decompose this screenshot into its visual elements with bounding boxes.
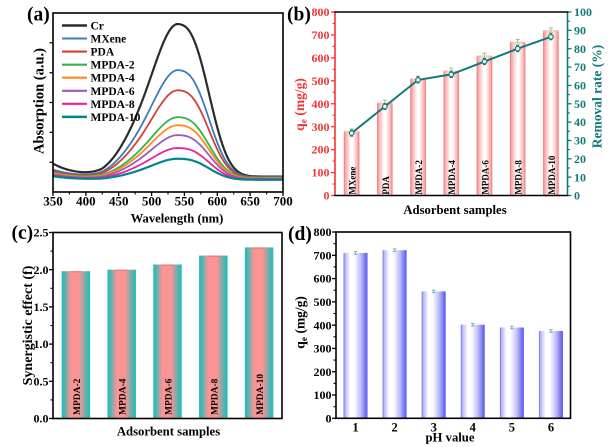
- svg-text:PDA: PDA: [91, 47, 115, 59]
- svg-text:5: 5: [509, 421, 515, 435]
- svg-text:(a): (a): [27, 5, 50, 26]
- svg-text:600: 600: [314, 272, 332, 286]
- svg-text:qe (mg/g): qe (mg/g): [293, 296, 311, 349]
- svg-text:400: 400: [314, 318, 332, 332]
- svg-text:0.5: 0.5: [34, 374, 49, 388]
- svg-text:100: 100: [312, 166, 330, 180]
- svg-text:Adsorbent samples: Adsorbent samples: [403, 203, 506, 217]
- svg-text:450: 450: [109, 193, 129, 208]
- svg-text:Cr: Cr: [91, 21, 104, 33]
- svg-text:650: 650: [240, 193, 260, 208]
- svg-text:40: 40: [574, 115, 586, 129]
- svg-text:400: 400: [312, 97, 330, 111]
- svg-text:MPDA-8: MPDA-8: [210, 378, 220, 415]
- svg-text:Synergistic effect (f): Synergistic effect (f): [21, 265, 36, 385]
- svg-text:2.0: 2.0: [34, 263, 49, 277]
- svg-text:300: 300: [312, 120, 330, 134]
- svg-text:30: 30: [574, 134, 586, 148]
- svg-text:10: 10: [574, 170, 586, 184]
- svg-text:MPDA-8: MPDA-8: [514, 160, 524, 195]
- svg-text:MPDA-10: MPDA-10: [256, 374, 266, 415]
- svg-text:2.5: 2.5: [34, 226, 49, 240]
- svg-text:MXene: MXene: [91, 34, 127, 46]
- svg-text:2: 2: [391, 421, 397, 435]
- svg-text:400: 400: [76, 193, 96, 208]
- svg-text:90: 90: [574, 23, 586, 37]
- svg-text:(c): (c): [12, 223, 34, 244]
- svg-text:800: 800: [312, 5, 330, 19]
- svg-text:80: 80: [574, 42, 586, 56]
- svg-text:100: 100: [574, 5, 592, 19]
- svg-text:MPDA-4: MPDA-4: [119, 378, 129, 415]
- svg-text:0.0: 0.0: [34, 412, 49, 426]
- svg-text:20: 20: [574, 152, 586, 166]
- svg-text:MPDA-10: MPDA-10: [91, 112, 141, 124]
- svg-text:350: 350: [43, 193, 63, 208]
- svg-text:MPDA-2: MPDA-2: [414, 160, 424, 195]
- svg-text:MPDA-4: MPDA-4: [447, 160, 457, 195]
- svg-text:MPDA-4: MPDA-4: [91, 73, 135, 85]
- svg-text:70: 70: [574, 60, 586, 74]
- svg-text:MPDA-6: MPDA-6: [91, 86, 135, 98]
- svg-text:Removal rate (%): Removal rate (%): [590, 45, 605, 148]
- svg-text:700: 700: [312, 28, 330, 42]
- svg-text:600: 600: [208, 193, 228, 208]
- svg-text:700: 700: [314, 248, 332, 262]
- svg-text:1.5: 1.5: [34, 300, 49, 314]
- svg-text:500: 500: [142, 193, 162, 208]
- svg-text:1.0: 1.0: [34, 337, 49, 351]
- svg-text:0: 0: [324, 189, 330, 203]
- svg-text:(b): (b): [287, 5, 311, 26]
- svg-text:MPDA-2: MPDA-2: [73, 378, 83, 415]
- svg-text:MPDA-6: MPDA-6: [480, 160, 490, 195]
- svg-text:PDA: PDA: [381, 176, 391, 195]
- svg-text:Wavelength (nm): Wavelength (nm): [131, 212, 224, 226]
- svg-text:0: 0: [574, 189, 580, 203]
- svg-text:100: 100: [314, 388, 332, 402]
- svg-text:700: 700: [273, 193, 293, 208]
- svg-text:MPDA-10: MPDA-10: [547, 155, 557, 194]
- svg-text:pH value: pH value: [426, 431, 475, 445]
- svg-text:50: 50: [574, 97, 586, 111]
- svg-text:0: 0: [326, 411, 332, 425]
- svg-text:4: 4: [470, 421, 477, 435]
- svg-text:60: 60: [574, 79, 586, 93]
- svg-text:500: 500: [314, 295, 332, 309]
- svg-text:qe (mg/g): qe (mg/g): [292, 78, 310, 131]
- svg-text:200: 200: [314, 365, 332, 379]
- svg-text:3: 3: [431, 421, 437, 435]
- svg-text:MPDA-8: MPDA-8: [91, 99, 135, 111]
- svg-text:MPDA-2: MPDA-2: [91, 60, 135, 72]
- svg-text:600: 600: [312, 51, 330, 65]
- svg-text:1: 1: [352, 421, 358, 435]
- svg-text:6: 6: [548, 421, 554, 435]
- svg-text:200: 200: [312, 143, 330, 157]
- svg-text:(d): (d): [288, 224, 312, 245]
- svg-text:300: 300: [314, 342, 332, 356]
- svg-text:MXene: MXene: [348, 167, 358, 195]
- svg-text:Adsorbent samples: Adsorbent samples: [117, 425, 220, 439]
- svg-text:500: 500: [312, 74, 330, 88]
- svg-text:MPDA-6: MPDA-6: [165, 378, 175, 415]
- svg-text:800: 800: [314, 225, 332, 239]
- svg-text:550: 550: [175, 193, 195, 208]
- svg-text:Absorption (a.u.): Absorption (a.u.): [31, 48, 47, 154]
